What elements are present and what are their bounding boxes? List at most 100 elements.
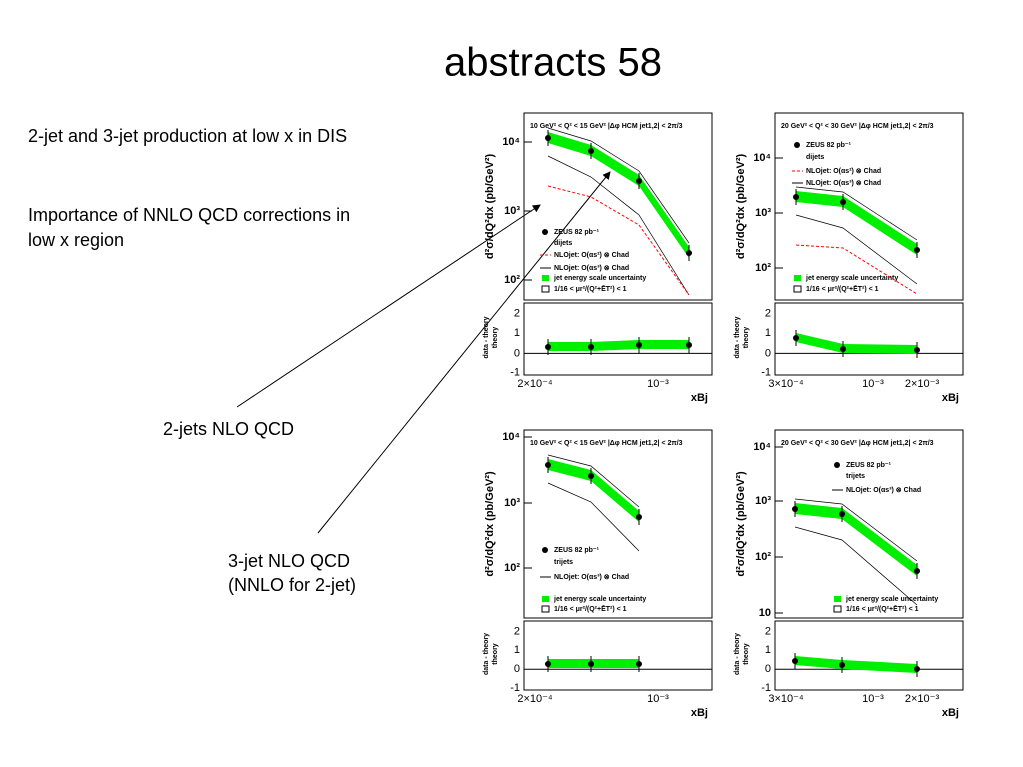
legend-marker — [542, 547, 548, 553]
ratio-tick-label: 2 — [514, 625, 520, 637]
data-point — [839, 511, 845, 517]
x-tick-label: 3×10⁻⁴ — [768, 693, 804, 705]
ratio-tick-label: 2 — [765, 625, 771, 637]
ratio-tick-label: 2 — [765, 308, 771, 320]
ratio-tick-label: 1 — [514, 327, 520, 339]
y-axis-label: d²σ/dQ²dx (pb/GeV²) — [484, 471, 496, 577]
ratio-y-label: data - theory — [734, 633, 741, 675]
ratio-point — [686, 342, 692, 348]
text-line: Importance of NNLO QCD corrections in — [28, 205, 350, 225]
ratio-point — [588, 344, 594, 350]
y-tick-label: 10 — [759, 607, 771, 619]
ratio-frame — [523, 620, 713, 691]
arrow — [236, 204, 541, 408]
y-axis-label: d²σ/dQ²dx (pb/GeV²) — [735, 471, 747, 577]
ratio-frame — [774, 620, 964, 691]
y-tick-label: 10⁴ — [753, 152, 771, 164]
data-point — [588, 473, 594, 479]
data-point — [914, 247, 920, 253]
legend-entry: jet energy scale uncertainty — [553, 596, 646, 603]
panel-header: 10 GeV² < Q² < 15 GeV² |Δφ HCM jet1,2| <… — [530, 440, 683, 447]
y-axis-label: d²σ/dQ²dx (pb/GeV²) — [484, 154, 496, 260]
ratio-tick-label: -1 — [510, 367, 520, 379]
legend-entry: NLOjet: O(αs³) ⊗ Chad — [846, 487, 921, 494]
x-tick-label: 10⁻³ — [647, 693, 669, 705]
slide-title: abstracts 58 — [444, 41, 662, 85]
ratio-point — [793, 335, 799, 341]
ratio-point — [545, 661, 551, 667]
theory-line — [795, 214, 918, 285]
ratio-band — [796, 333, 917, 354]
legend-entry: jet energy scale uncertainty — [553, 275, 646, 282]
legend-entry: NLOjet: O(αs²) ⊗ Chad — [806, 168, 881, 175]
legend-marker — [834, 462, 840, 468]
y-tick-label: 10⁴ — [753, 441, 771, 453]
y-tick-label: 10³ — [504, 497, 520, 509]
legend-marker — [542, 596, 549, 602]
legend-marker — [542, 275, 549, 281]
legend-entry: NLOjet: O(αs³) ⊗ Chad — [554, 265, 629, 272]
y-tick-label: 10² — [755, 551, 771, 563]
ratio-y-label: theory — [743, 643, 750, 665]
ratio-y-label: theory — [492, 643, 499, 665]
y-tick-label: 10² — [504, 274, 520, 286]
ratio-frame — [523, 302, 713, 376]
legend-entry: ZEUS 82 pb⁻¹ — [554, 229, 600, 236]
arrow — [317, 171, 611, 534]
legend-entry: dijets — [554, 240, 572, 247]
ratio-point — [914, 666, 920, 672]
x-tick-label: 10⁻³ — [862, 693, 884, 705]
plot-frame — [774, 429, 964, 619]
x-axis-label: xBj — [691, 707, 708, 719]
y-tick-label: 10² — [504, 562, 520, 574]
x-tick-label: 10⁻³ — [862, 378, 884, 390]
data-point — [545, 135, 551, 141]
theory-line — [547, 482, 640, 552]
uncertainty-band — [548, 459, 639, 522]
y-tick-label: 10⁴ — [502, 431, 520, 443]
x-tick-label: 10⁻³ — [647, 378, 669, 390]
legend-entry: 1/16 < μr²/(Q²+ĒT²) < 1 — [554, 285, 627, 293]
ratio-y-label: theory — [743, 327, 750, 349]
x-tick-label: 2×10⁻³ — [905, 693, 940, 705]
ratio-tick-label: 1 — [765, 327, 771, 339]
legend-entry: trijets — [554, 559, 573, 566]
legend-marker — [541, 605, 550, 613]
legend-marker — [834, 596, 841, 602]
ratio-band — [795, 656, 917, 673]
legend-entry: ZEUS 82 pb⁻¹ — [846, 462, 892, 469]
ratio-band — [548, 340, 689, 351]
uncertainty-band — [796, 191, 917, 255]
data-point — [588, 148, 594, 154]
ratio-tick-label: 0 — [765, 347, 771, 359]
theory-lo — [547, 185, 690, 296]
x-axis-label: xBj — [691, 392, 708, 404]
data-point — [636, 178, 642, 184]
theory-line — [547, 155, 690, 296]
legend-marker — [794, 142, 800, 148]
x-tick-label: 3×10⁻⁴ — [768, 378, 804, 390]
legend-entry: NLOjet: O(αs³) ⊗ Chad — [554, 574, 629, 581]
legend-marker — [793, 285, 802, 293]
ratio-frame — [774, 302, 964, 376]
data-point — [793, 194, 799, 200]
ratio-point — [636, 342, 642, 348]
data-point — [686, 250, 692, 256]
legend-marker — [541, 285, 550, 293]
y-tick-label: 10⁴ — [502, 136, 520, 148]
ratio-point — [840, 346, 846, 352]
legend-marker — [794, 275, 801, 281]
plot-frame — [523, 112, 713, 301]
theory-lo — [795, 244, 918, 295]
legend-marker — [833, 605, 842, 613]
theory-line — [547, 127, 690, 244]
legend-marker — [542, 229, 548, 235]
legend-entry: trijets — [846, 473, 865, 480]
ratio-point — [588, 661, 594, 667]
data-point — [840, 199, 846, 205]
uncertainty-band — [548, 132, 689, 258]
ratio-y-label: theory — [492, 327, 499, 349]
y-tick-label: 10² — [755, 262, 771, 274]
theory-line — [794, 526, 918, 606]
